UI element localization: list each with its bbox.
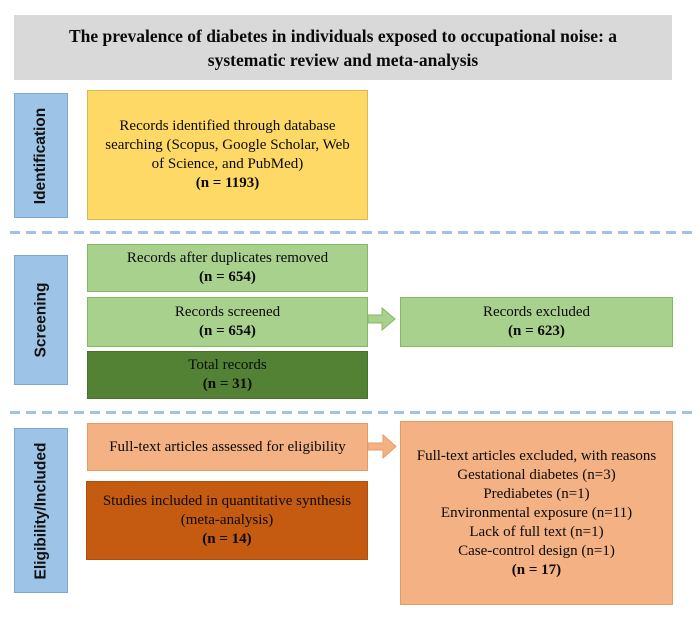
box-records-screened-text: Records screened <box>174 304 281 320</box>
box-included-synthesis-text: Studies included in quantitative synthes… <box>102 493 352 528</box>
box-total-records: Total records (n = 31) <box>87 351 368 399</box>
box-fulltext-excluded-count: (n = 17) <box>511 561 562 578</box>
stage-label-eligibility-included: Eligibility/Included <box>14 428 68 593</box>
stage-label-eligibility-included-text: Eligibility/Included <box>32 442 49 579</box>
diagram-title: The prevalence of diabetes in individual… <box>14 15 672 80</box>
diagram-title-text: The prevalence of diabetes in individual… <box>68 25 618 70</box>
box-records-excluded-text: Records excluded <box>482 304 591 320</box>
box-total-records-count: (n = 31) <box>202 376 253 392</box>
box-records-identified-count: (n = 1193) <box>195 175 260 191</box>
box-duplicates-removed-count: (n = 654) <box>199 269 256 285</box>
stage-label-identification-text: Identification <box>32 107 50 204</box>
fulltext-excluded-line: Gestational diabetes (n=3) <box>457 466 616 483</box>
fulltext-excluded-line: Prediabetes (n=1) <box>483 485 590 502</box>
box-fulltext-assessed: Full-text articles assessed for eligibil… <box>87 423 368 471</box>
box-duplicates-removed-text: Records after duplicates removed <box>126 250 329 266</box>
section-divider-1 <box>10 231 692 234</box>
fulltext-excluded-line: Full-text articles excluded, with reason… <box>416 447 657 464</box>
box-records-excluded: Records excluded (n = 623) <box>400 297 673 347</box>
stage-label-identification: Identification <box>14 93 68 218</box>
right-arrow-icon <box>368 433 397 460</box>
fulltext-excluded-line: Case-control design (n=1) <box>458 542 615 559</box>
box-fulltext-assessed-text: Full-text articles assessed for eligibil… <box>109 438 346 455</box>
fulltext-excluded-line: Environmental exposure (n=11) <box>440 504 633 521</box>
box-records-screened: Records screened (n = 654) <box>87 297 368 347</box>
box-records-excluded-count: (n = 623) <box>508 323 565 339</box>
box-total-records-text: Total records <box>188 357 267 373</box>
box-records-screened-count: (n = 654) <box>199 323 256 339</box>
box-included-synthesis-count: (n = 14) <box>202 531 252 547</box>
right-arrow-icon <box>368 306 396 332</box>
box-included-synthesis: Studies included in quantitative synthes… <box>86 481 368 560</box>
stage-label-screening: Screening <box>14 255 68 385</box>
fulltext-excluded-line: Lack of full text (n=1) <box>469 523 604 540</box>
box-duplicates-removed: Records after duplicates removed (n = 65… <box>87 244 368 292</box>
box-fulltext-excluded: Full-text articles excluded, with reason… <box>400 421 673 605</box>
section-divider-2 <box>10 411 692 414</box>
box-records-identified-text: Records identified through database sear… <box>105 118 350 172</box>
box-records-identified: Records identified through database sear… <box>87 90 368 220</box>
stage-label-screening-text: Screening <box>32 282 50 358</box>
